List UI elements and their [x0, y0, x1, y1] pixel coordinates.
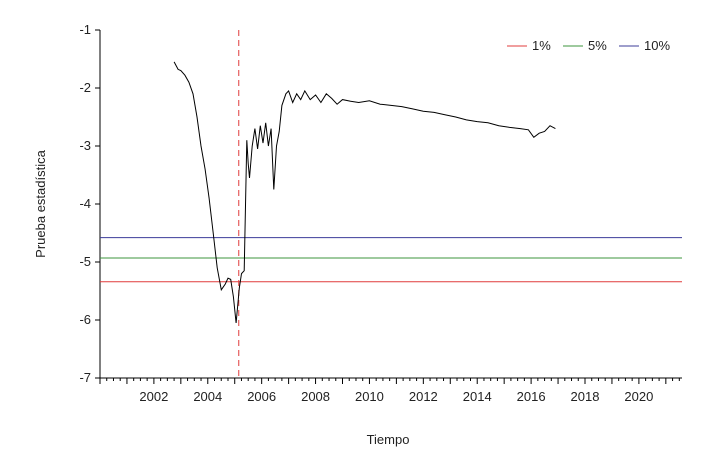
y-tick-label: -1: [79, 22, 91, 37]
y-tick-label: -3: [79, 138, 91, 153]
plot-frame: [99, 30, 682, 379]
x-tick-label: 2004: [193, 389, 222, 404]
x-ticks: 2002 2004 2006 2008 2010 2012 2014 2016 2018 2020: [99, 378, 680, 404]
x-tick-label: 2020: [624, 389, 653, 404]
x-tick-label: 2014: [463, 389, 492, 404]
y-tick-label: -2: [79, 80, 91, 95]
y-tick-label: -4: [79, 196, 91, 211]
x-tick-label: 2008: [301, 389, 330, 404]
x-tick-label: 2002: [139, 389, 168, 404]
x-tick-label: 2016: [517, 389, 546, 404]
x-tick-label: 2018: [571, 389, 600, 404]
series-group: [173, 61, 556, 323]
x-tick-label: 2006: [247, 389, 276, 404]
y-ticks: -1 -2 -3 -4 -5 -6 -7: [79, 22, 100, 385]
y-axis-title: Prueba estadística: [33, 149, 48, 257]
legend-label: 1%: [532, 38, 551, 53]
legend-label: 10%: [644, 38, 670, 53]
x-axis-title: Tiempo: [367, 432, 410, 447]
legend-label: 5%: [588, 38, 607, 53]
legend: 1% 5% 10%: [507, 38, 670, 53]
y-tick-label: -6: [79, 312, 91, 327]
critical-value-lines: [100, 30, 682, 378]
x-tick-label: 2010: [355, 389, 384, 404]
series-line-0: [173, 61, 556, 323]
y-tick-label: -5: [79, 254, 91, 269]
y-tick-label: -7: [79, 370, 91, 385]
x-tick-label: 2012: [409, 389, 438, 404]
